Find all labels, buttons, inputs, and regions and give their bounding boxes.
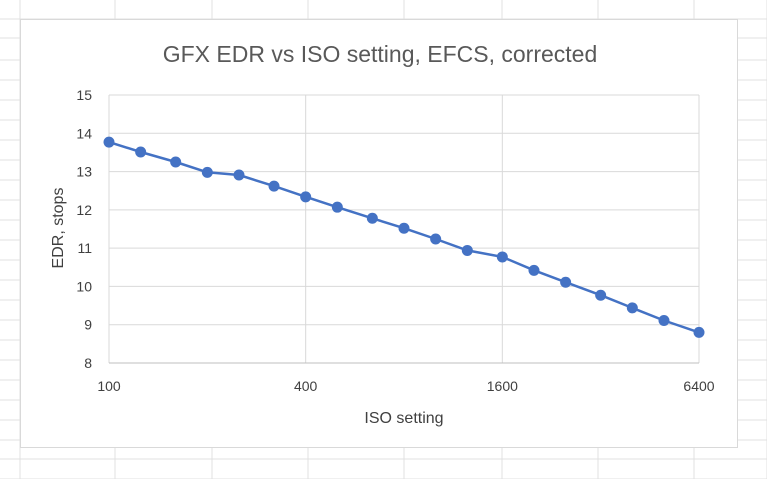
data-point[interactable]: [461, 244, 473, 256]
data-point[interactable]: [331, 201, 343, 213]
chart-area[interactable]: 8 9 10 11 12 13 14 15 100 400 1600 6400 GFX EDR vs…: [20, 19, 738, 448]
x-axis-tick-labels: 100 400 1600 6400: [97, 378, 714, 394]
chart-plot-svg: 8 9 10 11 12 13 14 15 100 400 1600 6400 GFX EDR vs…: [50, 41, 715, 427]
data-point[interactable]: [626, 302, 638, 314]
series-layer: [103, 136, 705, 338]
data-point[interactable]: [398, 222, 410, 234]
x-tick-label: 1600: [487, 378, 518, 394]
plot-gridlines: [108, 94, 700, 364]
data-point[interactable]: [595, 289, 607, 301]
data-point[interactable]: [658, 315, 670, 327]
y-tick-label: 12: [76, 202, 92, 218]
y-axis-tick-labels: 8 9 10 11 12 13 14 15: [76, 87, 92, 371]
data-point[interactable]: [233, 169, 245, 181]
x-tick-label: 100: [97, 378, 121, 394]
data-point[interactable]: [135, 146, 147, 158]
data-point[interactable]: [528, 264, 540, 276]
data-point[interactable]: [201, 166, 213, 178]
data-point[interactable]: [366, 212, 378, 224]
y-tick-label: 11: [77, 240, 92, 256]
data-point[interactable]: [496, 251, 508, 263]
y-tick-label: 8: [84, 355, 92, 371]
data-point[interactable]: [560, 276, 572, 288]
x-tick-label: 6400: [683, 378, 714, 394]
x-axis-title: ISO setting: [364, 410, 443, 427]
y-tick-label: 10: [76, 278, 92, 294]
data-point[interactable]: [170, 156, 182, 168]
y-tick-label: 15: [76, 87, 92, 103]
series-line: [108, 140, 700, 334]
y-axis-title: EDR, stops: [50, 188, 67, 269]
data-point[interactable]: [300, 191, 312, 203]
data-point[interactable]: [693, 326, 705, 338]
y-tick-label: 14: [76, 125, 92, 141]
data-point[interactable]: [430, 233, 442, 245]
chart-title: GFX EDR vs ISO setting, EFCS, corrected: [163, 41, 598, 67]
y-tick-label: 13: [76, 164, 92, 180]
x-tick-label: 400: [294, 378, 318, 394]
y-tick-label: 9: [84, 317, 92, 333]
data-point[interactable]: [268, 180, 280, 192]
data-point[interactable]: [103, 136, 115, 148]
